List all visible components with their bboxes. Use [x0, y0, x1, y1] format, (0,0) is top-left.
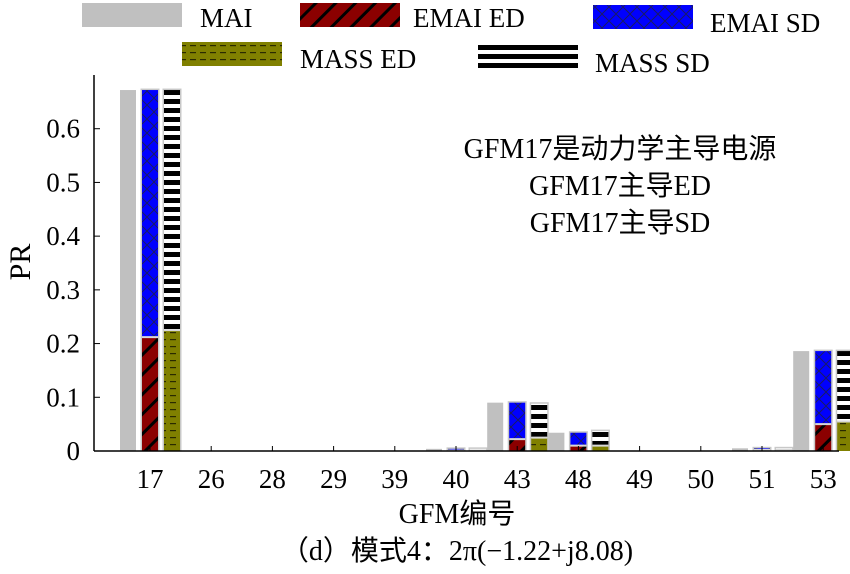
bars-layer [120, 88, 850, 452]
legend-label-emai-ed: EMAI ED [413, 3, 525, 33]
x-tick-label-49: 49 [626, 464, 653, 494]
bar-emai-sd-53 [815, 351, 832, 425]
bar-mai-40 [426, 448, 442, 451]
bar-emai-ed-43 [509, 439, 526, 451]
legend-swatch-emai-ed [300, 3, 400, 27]
y-tick-label-6: 0.6 [46, 114, 80, 144]
bar-mass-ed-43 [531, 437, 548, 451]
legend-swatch-emai-sd [593, 5, 693, 29]
bar-emai-ed-17 [142, 337, 158, 451]
y-tick-label-3: 0.3 [46, 275, 80, 305]
bar-mai-53 [793, 351, 810, 451]
y-tick-label-2: 0.2 [46, 329, 80, 359]
legend-swatch-mai [82, 3, 182, 27]
annotation-line-3: GFM17主导SD [530, 207, 710, 239]
x-tick-label-40: 40 [443, 464, 470, 494]
x-tick-label-26: 26 [198, 464, 225, 494]
legend-swatch-mass-ed [182, 42, 282, 66]
bar-mai-48 [548, 432, 565, 451]
legend-label-emai-sd: EMAI SD [710, 8, 820, 38]
bar-mass-sd-53 [837, 351, 850, 422]
bar-mass-sd-48 [592, 431, 609, 446]
x-tick-label-51: 51 [749, 464, 776, 494]
y-tick-label-1: 0.1 [46, 382, 80, 412]
legend-label-mass-sd: MASS SD [595, 48, 710, 78]
y-tick-label-4: 0.4 [46, 221, 80, 251]
bar-mai-43 [487, 402, 504, 451]
legend: MAI EMAI ED EMAI SD MASS ED MASS SD [82, 3, 820, 78]
figure-caption: （d）模式4：2π(−1.22+j8.08) [281, 535, 633, 567]
y-axis-label: PR [4, 244, 37, 281]
x-tick-label-29: 29 [320, 464, 347, 494]
x-tick-label-28: 28 [259, 464, 286, 494]
legend-swatch-mass-sd [478, 44, 578, 68]
bar-mass-ed-53 [837, 421, 850, 451]
legend-label-mass-ed: MASS ED [300, 44, 416, 74]
x-tick-label-43: 43 [504, 464, 531, 494]
bar-mass-ed-17 [164, 330, 180, 451]
y-tick-label-5: 0.5 [46, 167, 80, 197]
annotation-line-2: GFM17主导ED [529, 170, 711, 202]
axes-layer: 17 26 28 29 39 40 43 48 49 50 51 53 0 0.1 0.2 0.3 0.4 0.5… [46, 75, 839, 494]
y-tick-label-0: 0 [67, 436, 81, 466]
bar-emai-sd-48 [570, 432, 587, 446]
bar-mass-sd-43 [531, 403, 548, 438]
x-tick-label-48: 48 [565, 464, 592, 494]
bar-mai-51 [732, 448, 748, 451]
x-tick-label-39: 39 [381, 464, 408, 494]
legend-label-mai: MAI [200, 3, 253, 33]
bar-mass-sd-17 [164, 90, 180, 331]
annotation-line-1: GFM17是动力学主导电源 [464, 133, 777, 165]
bar-emai-sd-17 [142, 90, 158, 338]
bar-emai-ed-53 [815, 424, 832, 451]
x-axis-label: GFM编号 [399, 498, 516, 530]
bar-mai-17 [120, 90, 136, 451]
x-tick-label-17: 17 [137, 464, 164, 494]
bar-emai-sd-43 [509, 402, 526, 440]
bar-mass-ed-48 [592, 445, 609, 451]
x-tick-label-50: 50 [687, 464, 714, 494]
x-tick-label-53: 53 [810, 464, 837, 494]
